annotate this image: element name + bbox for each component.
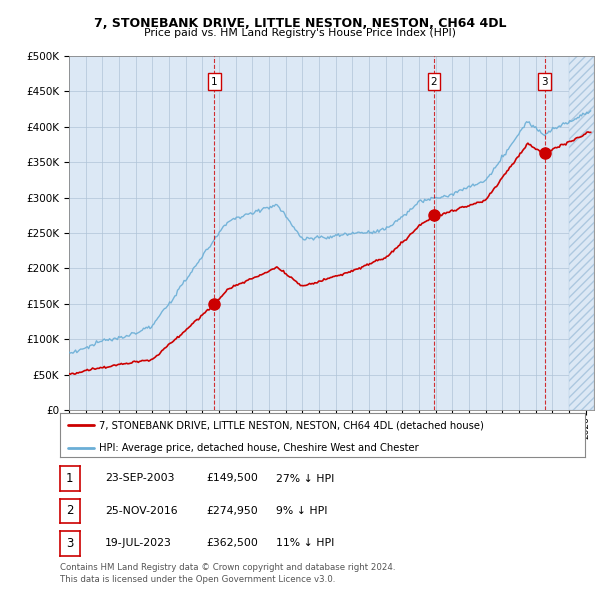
Text: 1: 1 — [211, 77, 218, 87]
Text: £274,950: £274,950 — [206, 506, 258, 516]
Text: 2: 2 — [431, 77, 437, 87]
Bar — [569, 56, 594, 410]
Text: 3: 3 — [66, 537, 74, 550]
Text: 9% ↓ HPI: 9% ↓ HPI — [276, 506, 328, 516]
Text: HPI: Average price, detached house, Cheshire West and Chester: HPI: Average price, detached house, Ches… — [100, 442, 419, 453]
Text: 25-NOV-2016: 25-NOV-2016 — [105, 506, 178, 516]
Text: £362,500: £362,500 — [206, 539, 258, 548]
Text: 27% ↓ HPI: 27% ↓ HPI — [276, 474, 334, 483]
Text: 2: 2 — [66, 504, 74, 517]
Text: 11% ↓ HPI: 11% ↓ HPI — [276, 539, 334, 548]
Text: 19-JUL-2023: 19-JUL-2023 — [105, 539, 172, 548]
Text: £149,500: £149,500 — [206, 474, 258, 483]
Text: 7, STONEBANK DRIVE, LITTLE NESTON, NESTON, CH64 4DL (detached house): 7, STONEBANK DRIVE, LITTLE NESTON, NESTO… — [100, 421, 484, 430]
Text: Price paid vs. HM Land Registry's House Price Index (HPI): Price paid vs. HM Land Registry's House … — [144, 28, 456, 38]
Text: This data is licensed under the Open Government Licence v3.0.: This data is licensed under the Open Gov… — [60, 575, 335, 584]
Text: Contains HM Land Registry data © Crown copyright and database right 2024.: Contains HM Land Registry data © Crown c… — [60, 563, 395, 572]
Text: 23-SEP-2003: 23-SEP-2003 — [105, 474, 175, 483]
Text: 1: 1 — [66, 472, 74, 485]
Text: 3: 3 — [542, 77, 548, 87]
Text: 7, STONEBANK DRIVE, LITTLE NESTON, NESTON, CH64 4DL: 7, STONEBANK DRIVE, LITTLE NESTON, NESTO… — [94, 17, 506, 30]
